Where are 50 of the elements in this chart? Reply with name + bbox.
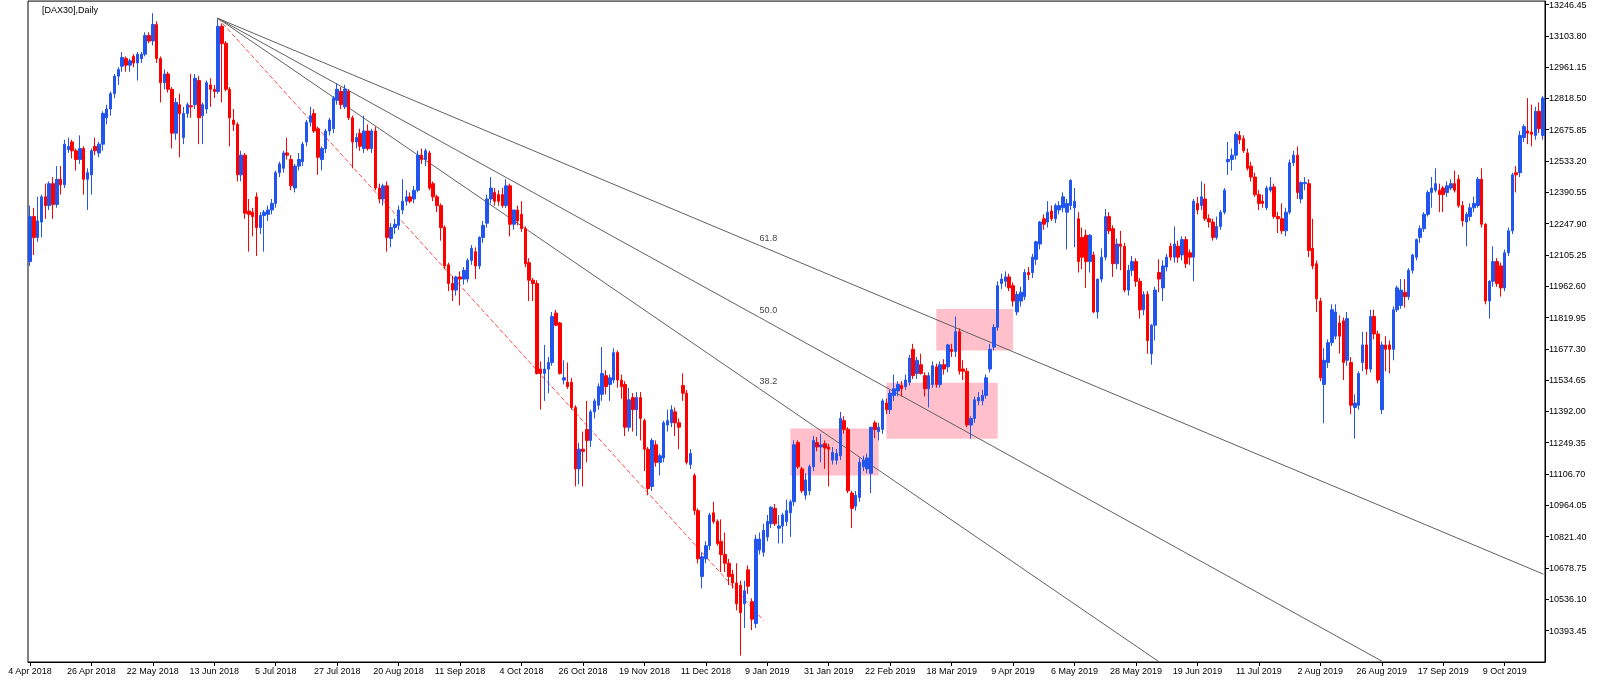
- y-tick-label: 11249.35: [1549, 437, 1586, 448]
- y-tick-label: 12533.20: [1549, 156, 1587, 167]
- y-tick-label: 12675.85: [1549, 124, 1587, 135]
- x-tick-label: 17 Sep 2019: [1417, 665, 1469, 676]
- x-tick-label: 5 Jul 2018: [254, 665, 297, 676]
- y-tick-label: 12247.90: [1549, 218, 1587, 229]
- y-tick-label: 12818.50: [1549, 93, 1587, 104]
- y-tick-label: 10678.75: [1549, 562, 1587, 573]
- x-tick-label: 26 Aug 2019: [1356, 665, 1408, 676]
- y-tick-label: 11819.95: [1549, 312, 1586, 323]
- x-tick-label: 6 May 2019: [1051, 665, 1099, 676]
- x-tick-label: 9 Jan 2019: [745, 665, 790, 676]
- series-label: 61.8: [759, 233, 778, 244]
- y-tick-label: 11677.30: [1549, 343, 1586, 354]
- y-tick-label: 13246.45: [1549, 0, 1587, 10]
- x-tick-label: 19 Nov 2018: [618, 665, 670, 676]
- x-tick-label: 4 Apr 2018: [8, 665, 52, 676]
- x-tick-label: 11 Dec 2018: [680, 665, 732, 676]
- y-tick-label: 11392.00: [1549, 406, 1586, 417]
- x-tick-label: 28 May 2019: [1109, 665, 1163, 676]
- x-tick-label: 27 Jul 2018: [313, 665, 361, 676]
- x-tick-label: 2 Aug 2019: [1297, 665, 1344, 676]
- x-tick-label: 31 Jan 2019: [803, 665, 854, 676]
- y-tick-label: 13103.80: [1549, 30, 1587, 41]
- x-tick-label: 26 Oct 2018: [558, 665, 608, 676]
- x-tick-label: 11 Sep 2018: [434, 665, 486, 676]
- x-tick-label: 11 Jul 2019: [1235, 665, 1282, 676]
- y-tick-label: 12105.25: [1549, 249, 1587, 260]
- y-tick-label: 10821.40: [1549, 531, 1587, 542]
- x-tick-label: 26 Apr 2018: [67, 665, 116, 676]
- x-tick-label: 18 Mar 2019: [926, 665, 977, 676]
- x-tick-label: 9 Oct 2019: [1482, 665, 1527, 676]
- series-label: 50.0: [759, 305, 778, 315]
- x-tick-label: 19 Jun 2019: [1172, 665, 1223, 676]
- x-tick-label: 13 Jun 2018: [189, 665, 240, 676]
- series-label: 38.2: [759, 376, 778, 387]
- y-tick-label: 11106.70: [1549, 469, 1586, 480]
- y-tick-label: 12390.55: [1549, 187, 1587, 198]
- y-tick-label: 11962.60: [1549, 281, 1586, 292]
- y-tick-label: 11534.65: [1549, 375, 1586, 386]
- y-tick-label: 10393.45: [1549, 625, 1587, 636]
- y-tick-label: 10536.10: [1549, 594, 1587, 605]
- x-tick-label: 22 May 2018: [126, 665, 179, 676]
- y-tick-label: 12961.15: [1549, 62, 1587, 73]
- x-tick-label: 4 Oct 2018: [499, 665, 544, 676]
- y-tick-label: 10964.05: [1549, 500, 1587, 511]
- x-tick-label: 20 Aug 2018: [373, 665, 424, 676]
- x-tick-label: 22 Feb 2019: [864, 665, 916, 676]
- chart-title: [DAX30],Daily: [42, 4, 99, 15]
- x-tick-label: 9 Apr 2019: [991, 665, 1035, 676]
